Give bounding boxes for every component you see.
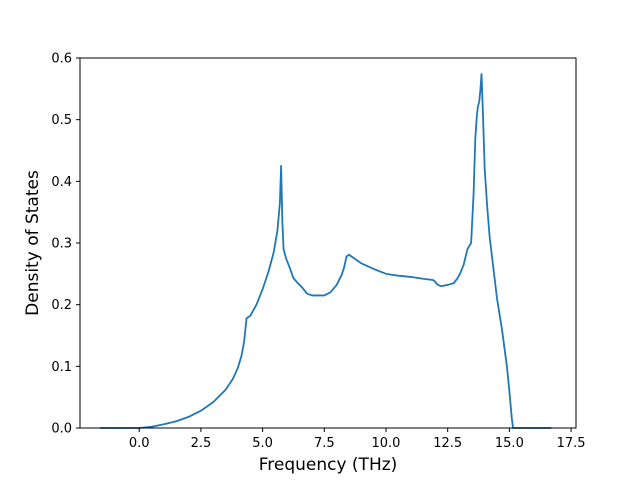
y-tick-label: 0.5 bbox=[51, 113, 72, 128]
x-tick-label: 7.5 bbox=[314, 436, 335, 451]
x-tick-label: 15.0 bbox=[495, 436, 524, 451]
y-axis-ticks: 0.0 0.1 0.2 0.3 0.4 0.5 0.6 bbox=[51, 52, 80, 437]
y-tick-label: 0.3 bbox=[51, 237, 72, 252]
x-tick-label: 0.0 bbox=[129, 436, 150, 451]
x-axis-ticks: 0.0 2.5 5.0 7.5 10.0 12.5 15.0 17.5 bbox=[129, 428, 586, 451]
x-tick-label: 5.0 bbox=[252, 436, 273, 451]
plot-frame bbox=[79, 57, 577, 429]
y-tick-label: 0.6 bbox=[51, 52, 72, 67]
y-tick-label: 0.0 bbox=[51, 422, 72, 437]
dos-series-line bbox=[99, 73, 552, 429]
y-tick-label: 0.2 bbox=[51, 298, 72, 313]
x-tick-label: 2.5 bbox=[191, 436, 212, 451]
y-tick-label: 0.1 bbox=[51, 360, 72, 375]
x-tick-label: 10.0 bbox=[372, 436, 401, 451]
x-tick-label: 17.5 bbox=[557, 436, 586, 451]
y-tick-label: 0.4 bbox=[51, 175, 72, 190]
x-tick-label: 12.5 bbox=[433, 436, 462, 451]
x-axis-label: Frequency (THz) bbox=[259, 455, 398, 475]
y-axis-label: Density of States bbox=[23, 170, 43, 316]
